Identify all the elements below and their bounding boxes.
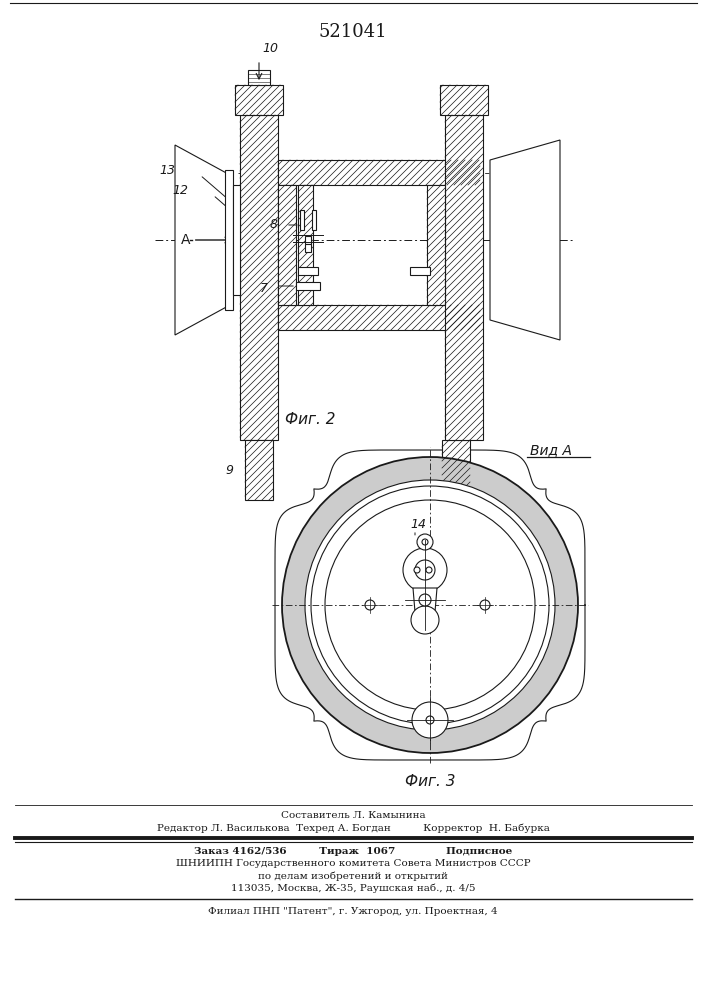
Bar — [240, 115, 278, 440]
Circle shape — [365, 600, 375, 610]
Text: 521041: 521041 — [319, 23, 387, 41]
Bar — [427, 185, 445, 305]
Bar — [225, 170, 233, 310]
Bar — [233, 185, 240, 295]
Circle shape — [282, 457, 578, 753]
Bar — [296, 282, 320, 290]
Bar — [245, 440, 273, 500]
Text: Составитель Л. Камынина: Составитель Л. Камынина — [281, 812, 426, 820]
Bar — [278, 305, 480, 330]
Circle shape — [426, 567, 432, 573]
Bar — [278, 160, 480, 185]
Text: Фиг. 2: Фиг. 2 — [285, 412, 335, 428]
Text: 13: 13 — [159, 163, 175, 176]
Bar — [312, 210, 316, 230]
Circle shape — [422, 539, 428, 545]
Bar — [305, 244, 311, 252]
Text: А: А — [180, 233, 230, 247]
Polygon shape — [413, 588, 437, 612]
Bar — [298, 267, 318, 275]
Circle shape — [403, 548, 447, 592]
Bar — [300, 210, 304, 230]
Text: 9: 9 — [225, 464, 233, 477]
Circle shape — [414, 567, 420, 573]
Text: 10: 10 — [262, 42, 278, 55]
Polygon shape — [175, 145, 230, 335]
Bar — [298, 185, 313, 305]
Bar — [440, 85, 488, 115]
Circle shape — [305, 480, 555, 730]
Circle shape — [411, 606, 439, 634]
Bar — [410, 267, 430, 275]
Text: ШНИИПН Государственного комитета Совета Министров СССР: ШНИИПН Государственного комитета Совета … — [175, 859, 530, 868]
Polygon shape — [490, 140, 560, 340]
Text: Вид А: Вид А — [530, 443, 572, 457]
Bar — [442, 440, 470, 500]
Bar — [248, 70, 270, 85]
Circle shape — [325, 500, 535, 710]
Text: по делам изобретений и открытий: по делам изобретений и открытий — [258, 871, 448, 881]
Text: 113035, Москва, Ж-35, Раушская наб., д. 4/5: 113035, Москва, Ж-35, Раушская наб., д. … — [230, 883, 475, 893]
Circle shape — [480, 600, 490, 610]
Text: 7: 7 — [260, 282, 268, 294]
Bar — [278, 185, 296, 305]
Text: Филиал ПНП "Патент", г. Ужгород, ул. Проектная, 4: Филиал ПНП "Патент", г. Ужгород, ул. Про… — [208, 906, 498, 916]
Polygon shape — [275, 450, 585, 760]
Circle shape — [419, 594, 431, 606]
Text: Фиг. 3: Фиг. 3 — [404, 774, 455, 790]
Text: 8: 8 — [270, 219, 278, 232]
Circle shape — [415, 560, 435, 580]
Bar — [235, 85, 283, 115]
Text: 12: 12 — [172, 184, 188, 196]
Circle shape — [426, 716, 434, 724]
Text: Редактор Л. Василькова  Техред А. Богдан          Корректор  Н. Бабурка: Редактор Л. Василькова Техред А. Богдан … — [156, 823, 549, 833]
Circle shape — [417, 534, 433, 550]
Text: Заказ 4162/536         Тираж  1067              Подписное: Заказ 4162/536 Тираж 1067 Подписное — [194, 848, 512, 856]
Bar — [305, 236, 311, 244]
Bar — [445, 115, 483, 440]
Circle shape — [412, 702, 448, 738]
Text: 14: 14 — [410, 518, 426, 532]
